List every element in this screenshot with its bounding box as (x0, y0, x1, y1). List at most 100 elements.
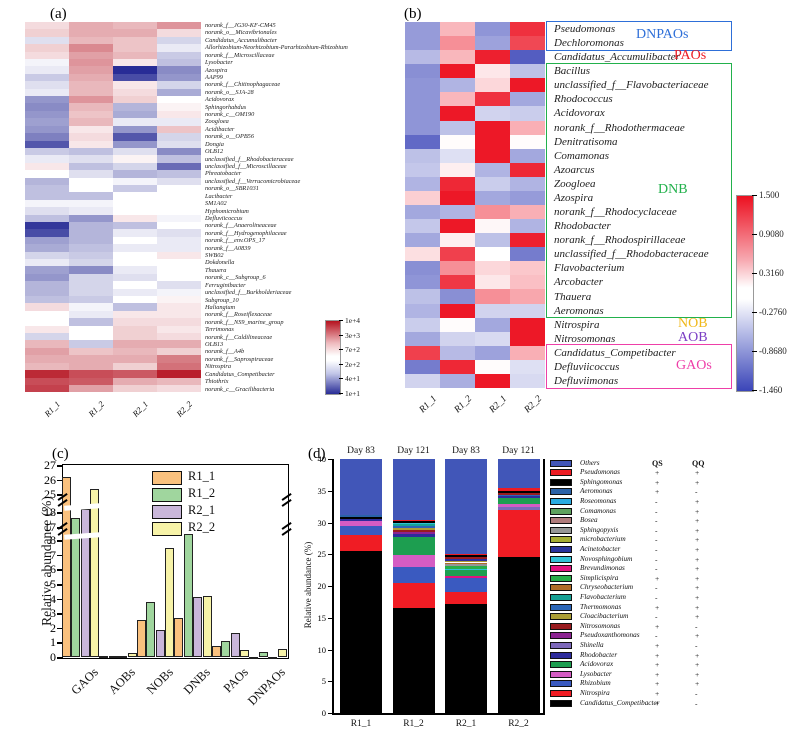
heatmap-cell (510, 36, 545, 51)
heatmap-a-grid (25, 22, 201, 393)
heatmap-cell (157, 155, 201, 163)
stack-segment-Shinella (497, 507, 540, 510)
heatmap-cell (113, 59, 157, 67)
qs-value-microbacterium: - (655, 535, 658, 545)
heatmap-a-row-label: norank_o__OPB56 (205, 133, 254, 141)
y-tick-label: 26 (44, 472, 56, 487)
legend-label-Shinella: Shinella (580, 640, 604, 649)
heatmap-a-row-label: Zoogloea (205, 118, 229, 126)
heatmap-cell (157, 36, 201, 45)
stack-segment-Acidovorax (497, 498, 540, 505)
legend-swatch-Shinella (550, 641, 572, 650)
stack-segment-Rhizobium (340, 526, 382, 536)
y-tick-label: 25 (44, 487, 56, 502)
heatmap-cell (113, 310, 157, 319)
heatmap-cell (113, 318, 157, 326)
heatmap-a-row-label: Candidatus_Competibacter (205, 370, 275, 378)
heatmap-cell (69, 184, 113, 193)
heatmap-cell (69, 110, 113, 119)
stack-segment-Novosphingobium (392, 522, 435, 525)
heatmap-b-row-label: unclassified_f__Flavobacteriaceae (554, 79, 709, 92)
stack-segment-Acidovorax (445, 570, 487, 577)
x-category-label: AOBs (106, 665, 139, 698)
heatmap-cell (440, 317, 475, 332)
bar-DNBs-R1_1 (174, 618, 184, 657)
heatmap-cell (69, 347, 113, 356)
heatmap-cell (69, 133, 113, 141)
qq-column-header: QQ (692, 458, 705, 468)
stack-segment-Nitrosomonas (445, 557, 487, 559)
heatmap-cell (113, 229, 157, 237)
colorbar-tick-mark (339, 334, 343, 336)
heatmap-cell (113, 103, 157, 111)
qs-value-Rhodobacter: + (655, 650, 660, 660)
heatmap-cell (113, 333, 157, 341)
qs-value-Acidovorax: + (655, 660, 660, 670)
heatmap-a-row-label: unclassified_f__Microscillaceae (205, 162, 287, 170)
heatmap-cell (69, 251, 113, 259)
heatmap-cell (113, 221, 157, 230)
heatmap-cell (25, 288, 69, 297)
heatmap-b-col-label: R1_1 (417, 394, 439, 416)
panel-a-label: (a) (50, 6, 67, 22)
heatmap-a-row-label: OLB13 (205, 341, 224, 349)
qq-value-Comamonas: + (695, 506, 700, 516)
stack-segment-Rhizobium (445, 578, 487, 593)
bar-GAOs-R1_2 (71, 518, 81, 657)
bar-NOBs-R2_2 (165, 547, 175, 657)
heatmap-cell (510, 148, 545, 163)
legend-label-Pseudoxanthomonas: Pseudoxanthomonas (580, 631, 640, 640)
heatmap-cell (157, 88, 201, 97)
heatmap-cell (25, 81, 69, 89)
heatmap-a-row-label: norank_c__Subgroup_6 (205, 274, 266, 282)
legend-swatch-microbacterium (550, 536, 572, 544)
y-tick-mark (57, 554, 62, 557)
qs-value-Thermomonas: + (655, 602, 660, 612)
heatmap-a-colorbar (325, 320, 341, 395)
heatmap-cell (475, 205, 510, 220)
legend-swatch-R1_2 (152, 488, 182, 502)
heatmap-cell (440, 303, 475, 318)
heatmap-cell (69, 170, 113, 178)
qq-value-Acinetobacter: + (695, 544, 700, 554)
heatmap-cell (405, 205, 440, 220)
heatmap-cell (157, 73, 201, 82)
colorbar-tick-label: 0.9080 (759, 229, 784, 239)
heatmap-cell (157, 296, 201, 304)
legend-swatch-R2_2 (152, 522, 182, 536)
heatmap-cell (405, 162, 440, 177)
y-tick-mark (57, 569, 62, 571)
heatmap-cell (25, 118, 69, 126)
legend-label-Roseomonas: Roseomonas (580, 496, 617, 505)
y-tick-mark (328, 459, 332, 460)
heatmap-a-row-label: norank_f__Chitinophagaceae (205, 81, 281, 89)
heatmap-cell (440, 247, 475, 262)
heatmap-cell (405, 317, 440, 332)
legend-swatch-Thermomonas (550, 603, 572, 611)
legend-swatch-R1_1 (152, 471, 182, 485)
heatmap-cell (69, 355, 113, 363)
colorbar-tick-label: 0.3160 (759, 268, 784, 278)
heatmap-b-row-label: Nitrosomonas (554, 332, 616, 345)
panel-d-right-spine (543, 459, 545, 713)
heatmap-cell (157, 140, 201, 148)
heatmap-cell (510, 373, 545, 389)
group-label-dnpaos: DNPAOs (636, 27, 689, 43)
bar-NOBs-R1_1 (136, 619, 146, 657)
bar-PAOs-R1_1 (211, 646, 221, 657)
heatmap-cell (157, 325, 201, 334)
legend-label-Sphingopyxis: Sphingopyxis (580, 525, 619, 534)
heatmap-cell (440, 233, 475, 248)
heatmap-cell (475, 22, 510, 37)
heatmap-cell (69, 118, 113, 126)
y-tick-label: 30 (317, 517, 327, 528)
heatmap-cell (113, 81, 157, 89)
group-label-gaos: GAOs (676, 357, 712, 373)
legend-label-Pseudomonas: Pseudomonas (580, 468, 620, 477)
bar-DNPAOs-R2_2 (277, 648, 287, 657)
heatmap-cell (25, 236, 69, 245)
heatmap-cell (440, 359, 475, 374)
stack-segment-Pseudomonas (497, 488, 540, 491)
heatmap-cell (510, 64, 545, 79)
qs-value-Novosphingobium: - (655, 554, 658, 564)
